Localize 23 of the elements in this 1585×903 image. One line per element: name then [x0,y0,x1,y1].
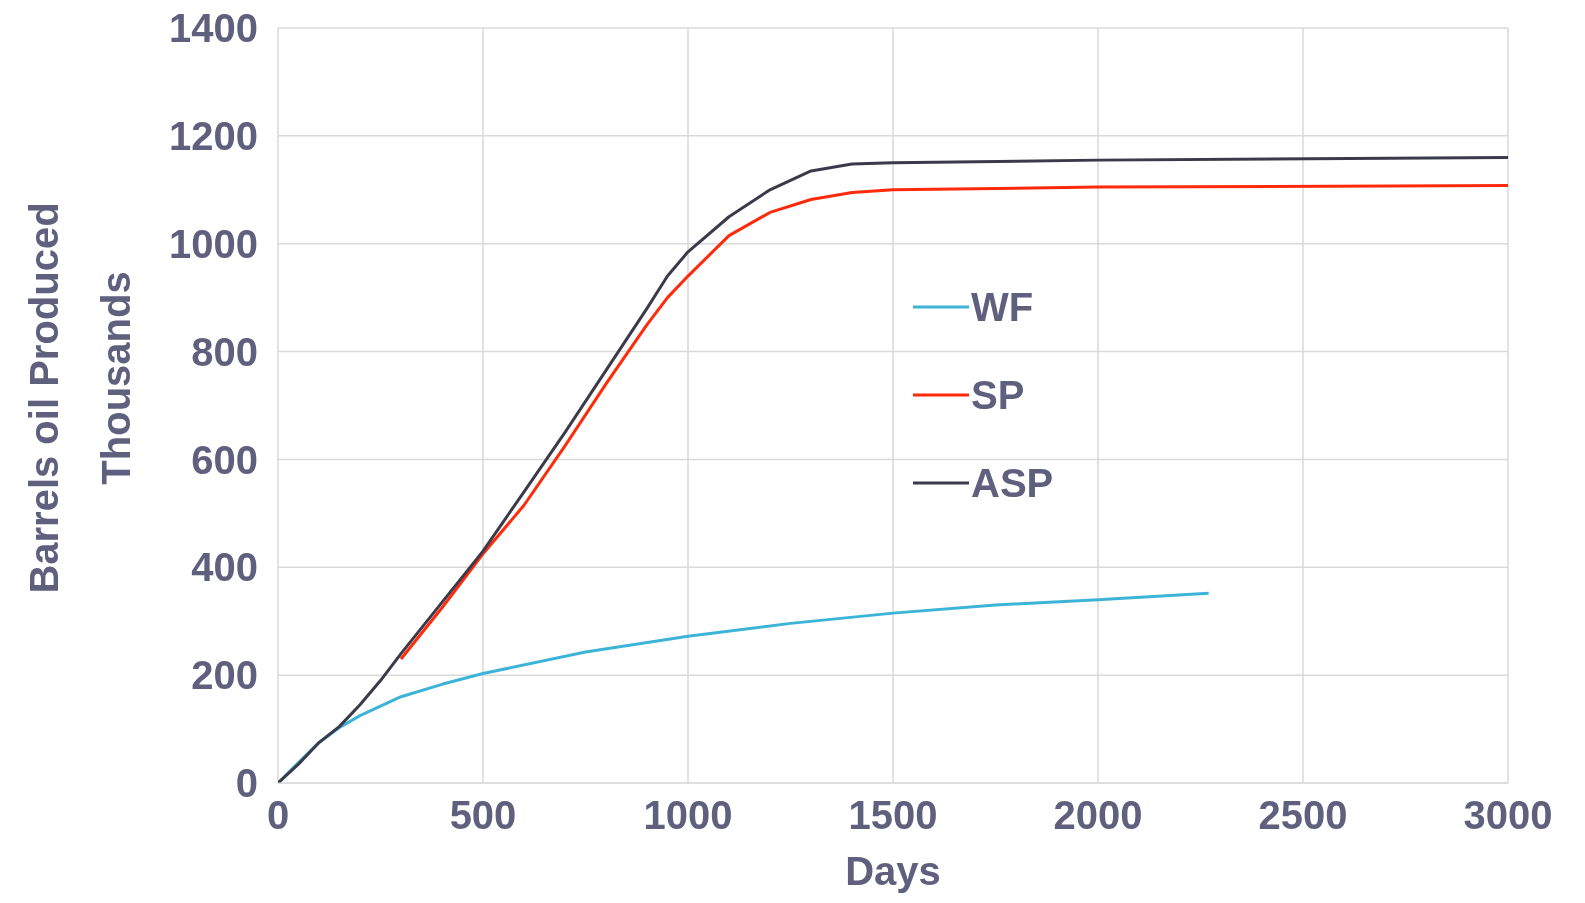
line-series [399,183,1508,661]
x-tick-label: 0 [266,793,290,838]
y-tick-label: 1200 [169,114,258,159]
x-tick-label: 2000 [1053,793,1143,838]
x-tick-label: 500 [449,793,517,838]
legend-label: SP [971,372,1025,418]
legend-label: ASP [971,460,1054,506]
x-tick-label: 2500 [1258,793,1348,838]
y-tick-label: 400 [191,545,258,590]
x-tick-label: 1000 [643,793,733,838]
legend-label: WF [971,284,1034,330]
y-tick-label: 200 [191,653,258,698]
x-tick-label: 3000 [1463,793,1553,838]
text: Thousands [93,271,139,485]
y-tick-label: 800 [191,329,258,374]
x-axis-title: Days [845,849,941,893]
x-tick-label: 1500 [848,793,938,838]
y-tick-label: 600 [191,437,258,482]
y-tick-label: 0 [235,761,258,806]
y-tick-label: 1400 [169,6,258,51]
y-axis-title: Barrels oil Produced [21,202,67,594]
y-tick-label: 1000 [169,221,258,266]
line-series [278,591,1211,783]
